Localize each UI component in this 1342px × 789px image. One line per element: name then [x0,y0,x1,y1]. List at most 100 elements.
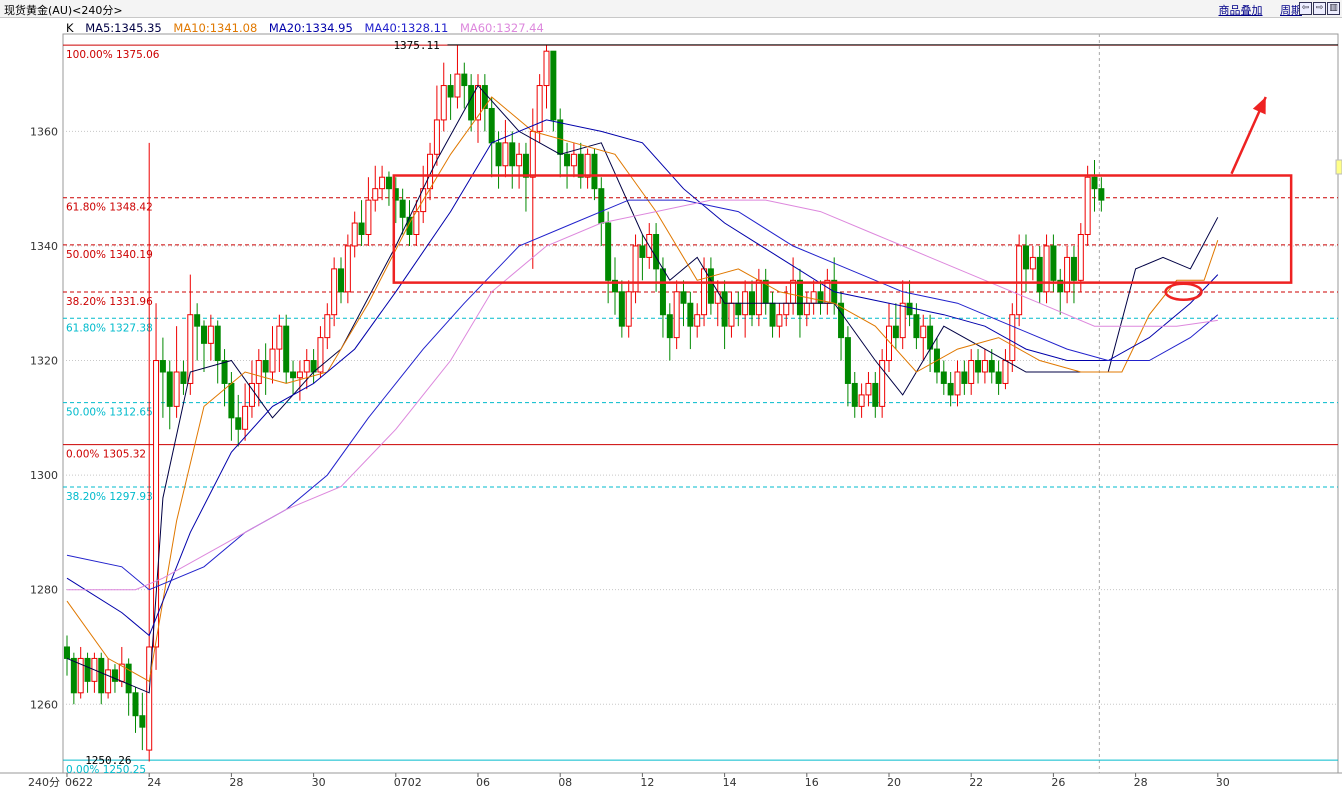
candle-body [618,291,625,327]
fib-label: 50.00% 1312.65 [66,407,153,419]
candle-body [522,153,529,178]
x-tick-label: 28 [1134,776,1148,789]
candle-body [557,119,564,155]
low-marker-label: 1250.26 [85,754,131,767]
candle-body [1084,176,1091,236]
x-tick-label: 06 [476,776,490,789]
candle-body [906,302,913,316]
candle-body [433,119,440,155]
candle-body [399,199,406,218]
candle-body [331,268,338,316]
candle-body [248,382,255,407]
candle-body [605,222,612,281]
candle-body [844,337,851,384]
legend-prefix: K [66,21,74,35]
candle-body [803,302,810,316]
x-tick-label: 12 [640,776,654,789]
high-marker-label: 1375.11 [393,39,439,52]
candle-body [735,302,742,316]
candle-body [385,176,392,190]
candle-body [440,85,447,121]
y-tick-label: 1340 [30,240,58,253]
candle-body [468,85,475,121]
candle-body [865,382,872,396]
candle-body [872,382,879,407]
candle-body [502,142,509,167]
candle-body [70,657,77,694]
candle-body [379,176,386,190]
window-buttons: ⇦ ⇨ ▥ [1299,2,1340,15]
candle-body [1036,256,1043,293]
candle-body [687,302,694,327]
candle-body [783,302,790,316]
fib-label: 61.80% 1327.38 [66,322,153,334]
scroll-left-icon[interactable]: ⇦ [1299,2,1312,15]
fib-label: 0.00% 1305.32 [66,449,146,461]
candle-body [714,291,721,304]
candle-body [728,302,735,327]
fib-label: 61.80% 1348.42 [66,202,153,214]
candle-body [495,142,502,167]
x-tick-label: 24 [147,776,161,789]
candle-body [584,153,591,178]
candle-body [550,50,557,121]
candle-body [961,371,968,384]
candle-body [707,268,714,304]
candle-body [920,325,927,339]
candle-body [105,669,112,694]
x-tick-label: 22 [969,776,983,789]
x-tick-label: 28 [229,776,243,789]
candle-body [776,314,783,327]
candle-body [577,153,584,178]
candle-body [680,291,687,304]
period-label: 240分 [28,776,60,789]
candle-body [207,325,214,344]
candle-body [879,360,886,407]
candle-body [303,360,310,373]
candle-body [721,291,728,327]
x-tick-label: 20 [887,776,901,789]
candle-body [255,360,262,384]
candle-body [1016,245,1023,316]
fib-label: 50.00% 1340.19 [66,249,153,261]
candle-body [639,245,646,258]
candle-body [324,314,331,339]
candle-body [947,382,954,396]
candle-body [194,314,201,327]
candle-body [228,382,235,419]
candle-body [187,314,194,384]
scroll-right-icon[interactable]: ⇨ [1313,2,1326,15]
candle-body [810,291,817,304]
x-tick-label: 30 [312,776,326,789]
fib-label: 38.20% 1297.93 [66,491,153,503]
layout-icon[interactable]: ▥ [1327,2,1340,15]
candle-body [317,337,324,373]
candle-body [892,325,899,339]
candle-body [769,302,776,327]
candle-body [235,417,242,430]
overlay-commodity-link[interactable]: 商品叠加 [1218,4,1263,17]
period-link[interactable]: 周期 [1280,4,1302,17]
fib-label: 38.20% 1331.96 [66,296,153,308]
candle-body [98,657,105,694]
candle-body [1091,176,1098,190]
candle-body [755,279,762,316]
candle-body [796,279,803,316]
ma-line-ma20 [66,119,1219,637]
candle-body [461,73,468,87]
candles-group [64,45,1105,762]
window-titlebar: 现货黄金(AU)<240分> 商品叠加 周期 ⇦ ⇨ ▥ [0,0,1342,18]
candle-body [84,657,91,682]
candle-body [666,314,673,339]
ma-line-ma60 [67,199,1218,591]
candle-body [509,142,516,167]
candle-body [598,188,605,224]
candle-body [995,371,1002,384]
candle-body [899,302,906,339]
candle-body [612,279,618,293]
candle-body [262,360,269,373]
candle-body [975,360,982,373]
candle-body [201,325,207,344]
candle-body [214,325,221,362]
